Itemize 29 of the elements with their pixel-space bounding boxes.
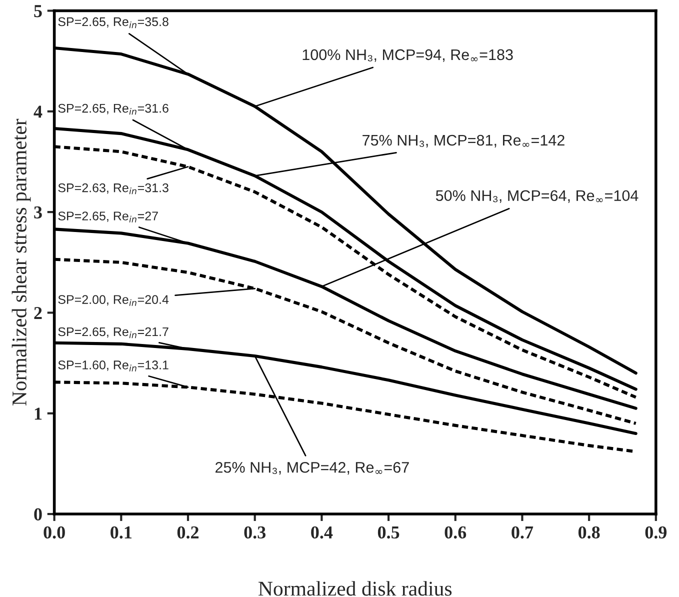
x-tick-label: 0.2 (177, 526, 199, 539)
annotation: 50% NH₃, MCP=64, Re$_{∞}$=104 (436, 190, 638, 203)
x-tick-label: 0.8 (578, 526, 600, 539)
x-tick-label: 0.5 (378, 526, 400, 539)
annotation: SP=2.65, Re$_{in}$=35.8 (58, 17, 168, 28)
x-tick-label: 0.7 (512, 526, 534, 539)
y-axis-title: Normalized shear stress parameter (12, 118, 31, 406)
y-tick-label: 1 (34, 408, 42, 420)
annotation: 100% NH₃, MCP=94, Re$_{∞}$=183 (302, 49, 513, 62)
annotation: SP=2.63, Re$_{in}$=31.3 (58, 183, 168, 194)
x-tick-label: 0.0 (44, 526, 65, 539)
annotation: SP=2.65, Re$_{in}$=27 (58, 212, 158, 222)
annotation: SP=2.00, Re$_{in}$=20.4 (58, 295, 169, 306)
annotation: 75% NH₃, MCP=81, Re$_{∞}$=142 (362, 134, 564, 148)
x-tick-label: 0.1 (110, 526, 132, 539)
x-tick-label: 0.9 (645, 526, 667, 539)
x-tick-label: 0.4 (311, 526, 333, 539)
y-tick-label: 5 (34, 5, 42, 18)
y-tick-label: 2 (34, 307, 42, 319)
x-tick-label: 0.3 (244, 526, 266, 539)
annotation: SP=2.65, Re$_{in}$=31.6 (58, 104, 168, 115)
y-tick-label: 3 (34, 206, 42, 218)
y-tick-label: 0 (34, 508, 42, 520)
x-tick-label: 0.6 (444, 526, 466, 539)
x-axis-title: Normalized disk radius (258, 581, 452, 596)
annotation: 25% NH₃, MCP=42, Re$_{∞}$=67 (216, 462, 409, 475)
annotation: SP=1.60, Re$_{in}$=13.1 (58, 360, 168, 372)
annotation: SP=2.65, Re$_{in}$=21.7 (58, 327, 168, 338)
y-tick-label: 4 (34, 106, 42, 118)
